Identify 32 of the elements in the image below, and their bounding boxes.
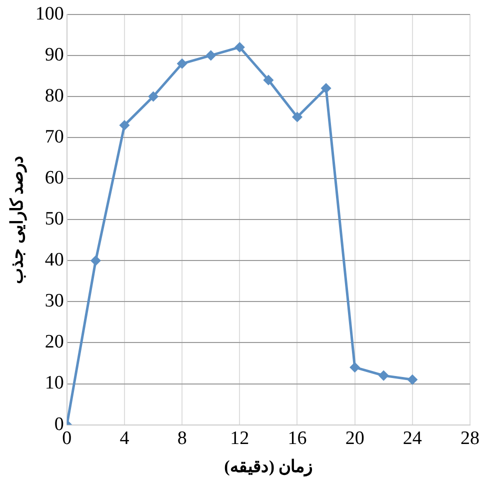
- x-tick-label: 28: [460, 428, 480, 450]
- point: [234, 42, 244, 52]
- y-axis-title: درصد کارایی جذب: [8, 155, 28, 284]
- y-tick-label: 0: [54, 414, 64, 435]
- y-tick-label: 90: [44, 44, 64, 66]
- y-tick-label: 60: [44, 168, 64, 189]
- point: [206, 50, 216, 60]
- y-tick-label: 30: [44, 290, 64, 312]
- point: [148, 92, 158, 102]
- x-tick-label: 24: [402, 428, 422, 450]
- point: [120, 120, 130, 130]
- y-tick-label: 10: [44, 372, 64, 394]
- y-tick-label: 100: [35, 3, 64, 24]
- x-tick-label: 20: [345, 428, 364, 450]
- x-tick-label: 12: [230, 428, 250, 450]
- point: [408, 374, 418, 384]
- x-axis-title: زمان (دقیقه): [224, 457, 313, 478]
- y-tick-label: 80: [44, 85, 64, 106]
- point: [350, 362, 360, 372]
- point: [177, 58, 187, 68]
- point: [321, 84, 331, 94]
- x-tick-label: 16: [288, 428, 307, 450]
- y-tick-label: 70: [44, 126, 64, 148]
- y-tick-label: 20: [44, 332, 64, 353]
- y-tick-label: 40: [44, 250, 64, 271]
- x-tick-label: 8: [177, 428, 187, 450]
- y-tick-label: 50: [44, 208, 64, 230]
- point: [264, 75, 274, 85]
- x-tick-label: 4: [120, 428, 130, 450]
- point: [292, 112, 302, 122]
- point: [378, 370, 388, 380]
- point: [90, 256, 100, 266]
